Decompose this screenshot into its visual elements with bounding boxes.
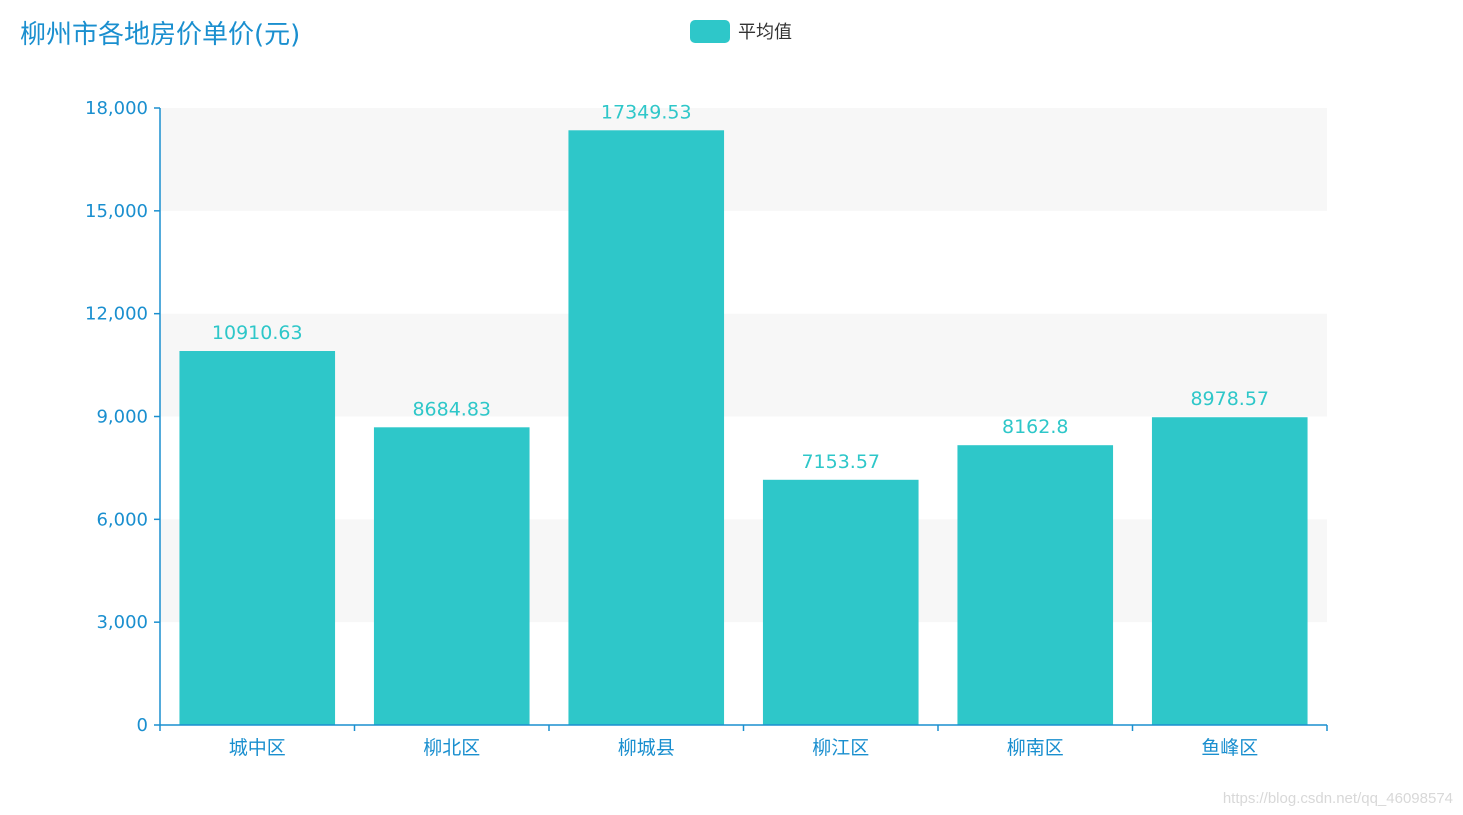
x-tick-label: 鱼峰区 bbox=[1201, 737, 1258, 759]
legend-swatch bbox=[690, 19, 730, 43]
legend[interactable]: 平均值 bbox=[690, 18, 792, 44]
data-labels: 10910.63 8684.83 17349.53 7153.57 8162.8 8978… bbox=[212, 101, 1269, 472]
data-label: 8978.57 bbox=[1190, 388, 1269, 410]
bar[interactable] bbox=[179, 351, 336, 725]
x-tick-label: 柳南区 bbox=[1007, 737, 1064, 759]
bar[interactable] bbox=[373, 427, 530, 725]
data-label: 17349.53 bbox=[601, 101, 692, 123]
y-tick-label: 6,000 bbox=[96, 509, 148, 530]
bar[interactable] bbox=[957, 445, 1114, 725]
data-label: 10910.63 bbox=[212, 322, 303, 344]
bars bbox=[179, 130, 1308, 726]
grid-band bbox=[160, 108, 1327, 211]
legend-label: 平均值 bbox=[738, 22, 792, 43]
grid-band bbox=[160, 416, 1327, 520]
y-tick-label: 15,000 bbox=[85, 201, 148, 222]
chart-title: 柳州市各地房价单价(元) bbox=[20, 20, 301, 50]
grid-band bbox=[160, 622, 1327, 725]
bar[interactable] bbox=[568, 130, 725, 726]
data-label: 7153.57 bbox=[801, 451, 880, 473]
x-tick-label: 柳江区 bbox=[812, 737, 869, 759]
grid-bands bbox=[160, 108, 1327, 725]
y-tick-label: 18,000 bbox=[85, 98, 148, 119]
grid-band bbox=[160, 313, 1327, 417]
y-tick-label: 12,000 bbox=[85, 304, 148, 325]
y-tick-label: 9,000 bbox=[96, 407, 148, 428]
grid-band bbox=[160, 210, 1327, 314]
y-tick-label: 0 bbox=[137, 715, 148, 736]
x-tick-label: 柳城县 bbox=[618, 737, 675, 759]
data-label: 8162.8 bbox=[1002, 416, 1068, 438]
x-tick-label: 城中区 bbox=[229, 737, 286, 759]
bar[interactable] bbox=[1151, 417, 1308, 725]
x-tick-label: 柳北区 bbox=[423, 737, 480, 759]
watermark: https://blog.csdn.net/qq_46098574 bbox=[1222, 790, 1453, 807]
axes: 0 3,000 6,000 9,000 12,000 15,000 18,000 城中区 柳北区… bbox=[85, 98, 1328, 759]
bar[interactable] bbox=[762, 479, 919, 725]
y-tick-label: 3,000 bbox=[96, 612, 148, 633]
grid-band bbox=[160, 519, 1327, 623]
data-label: 8684.83 bbox=[412, 398, 491, 420]
